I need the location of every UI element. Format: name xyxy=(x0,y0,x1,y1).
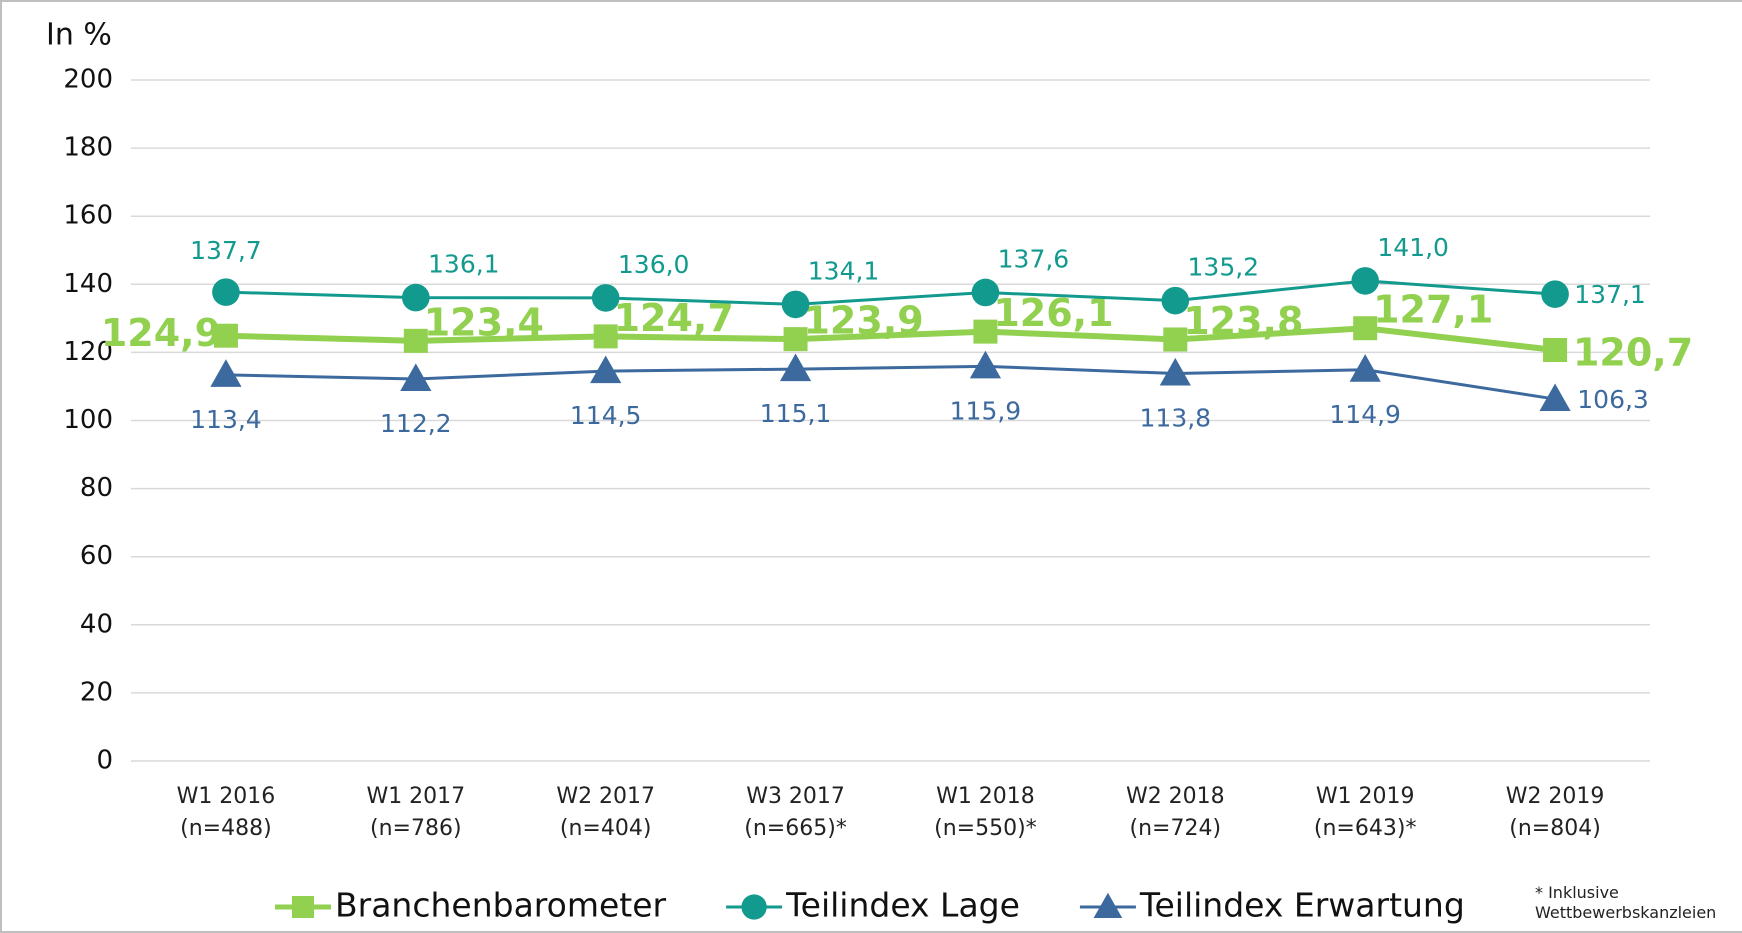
y-tick-label: 60 xyxy=(80,541,113,571)
data-label: 136,1 xyxy=(428,250,500,279)
data-label: 137,1 xyxy=(1574,280,1646,309)
data-point xyxy=(1539,383,1571,412)
data-point xyxy=(593,324,618,349)
data-label: 114,5 xyxy=(570,401,642,430)
x-tick-label: W1 2019 (n=643)* xyxy=(1313,784,1417,841)
data-label: 137,7 xyxy=(190,236,262,265)
data-point xyxy=(973,319,998,344)
data-label: 115,9 xyxy=(950,396,1022,425)
x-tick-label: W2 2017 (n=404) xyxy=(556,784,656,841)
data-point xyxy=(213,323,238,348)
data-label: 127,1 xyxy=(1373,288,1493,332)
data-label: 135,2 xyxy=(1188,253,1260,282)
data-point xyxy=(591,284,620,312)
data-label: 106,3 xyxy=(1577,385,1649,414)
y-tick-label: 80 xyxy=(80,473,113,503)
data-label: 120,7 xyxy=(1573,331,1693,375)
legend-marker xyxy=(1093,892,1123,918)
data-label: 136,0 xyxy=(618,250,690,279)
series-line xyxy=(225,325,1556,353)
data-label: 114,9 xyxy=(1329,400,1401,429)
data-label: 124,9 xyxy=(101,311,221,355)
data-point xyxy=(1161,286,1190,315)
data-label: 123,4 xyxy=(424,300,544,344)
y-tick-label: 140 xyxy=(63,269,113,299)
y-tick-label: 180 xyxy=(63,133,113,163)
legend-label: Branchenbarometer xyxy=(335,886,667,925)
data-point xyxy=(1159,357,1191,386)
data-point xyxy=(400,363,432,391)
data-point xyxy=(590,355,622,384)
footnote: * Inklusive Wettbewerbskanzleien xyxy=(1535,883,1717,922)
legend-marker xyxy=(292,896,314,918)
data-point xyxy=(212,278,240,306)
data-point xyxy=(971,278,1000,307)
data-label: 137,6 xyxy=(998,244,1070,273)
data-label: 123,9 xyxy=(803,299,923,343)
x-tick-label: W1 2018 (n=550)* xyxy=(934,784,1037,841)
data-point xyxy=(1349,354,1381,382)
data-label: 113,8 xyxy=(1140,404,1212,433)
data-point xyxy=(969,350,1002,379)
legend-marker xyxy=(741,894,767,920)
y-tick-label: 200 xyxy=(63,65,113,95)
data-label: 123,8 xyxy=(1183,299,1303,343)
data-label: 113,4 xyxy=(190,405,262,434)
series-line xyxy=(225,279,1556,306)
legend-label: Teilindex Lage xyxy=(785,886,1020,925)
y-tick-label: 20 xyxy=(80,677,113,707)
data-point xyxy=(779,353,812,382)
data-point xyxy=(210,359,242,387)
data-label: 134,1 xyxy=(808,256,880,285)
data-label: 141,0 xyxy=(1377,233,1449,262)
data-point xyxy=(1163,327,1188,352)
y-tick-label: 100 xyxy=(63,405,113,435)
y-axis-label: In % xyxy=(46,18,112,53)
x-tick-label: W1 2017 (n=786) xyxy=(366,784,466,841)
x-tick-label: W1 2016 (n=488) xyxy=(176,784,276,841)
series-line xyxy=(225,364,1556,401)
data-point xyxy=(1541,280,1569,308)
data-point xyxy=(402,283,430,312)
data-point xyxy=(1351,267,1379,295)
y-tick-label: 40 xyxy=(80,609,113,639)
data-point xyxy=(1353,316,1378,341)
legend-label: Teilindex Erwartung xyxy=(1139,886,1465,925)
x-tick-label: W2 2019 (n=804) xyxy=(1505,784,1605,841)
data-label: 112,2 xyxy=(380,409,452,438)
data-label: 115,1 xyxy=(760,399,832,428)
y-tick-label: 160 xyxy=(63,201,113,231)
data-point xyxy=(781,290,810,319)
y-tick-label: 120 xyxy=(63,337,113,367)
data-point xyxy=(1543,338,1568,363)
x-tick-label: W2 2018 (n=724) xyxy=(1125,784,1225,841)
x-tick-label: W3 2017 (n=665)* xyxy=(744,784,847,841)
data-point xyxy=(783,327,808,352)
data-point xyxy=(403,328,428,353)
y-tick-label: 0 xyxy=(96,746,113,776)
data-label: 124,7 xyxy=(614,296,734,340)
